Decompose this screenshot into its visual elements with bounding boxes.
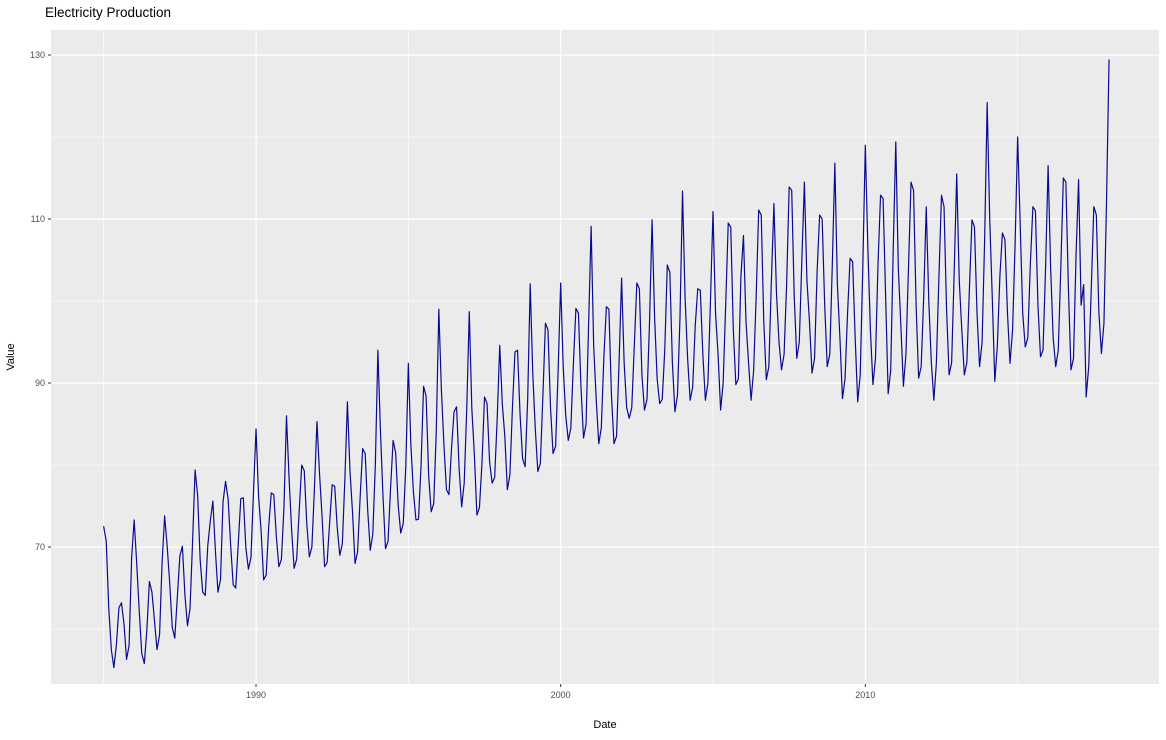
chart-title: Electricity Production — [45, 5, 172, 20]
x-axis-title: Date — [593, 719, 617, 731]
x-tick-label: 1990 — [246, 690, 266, 700]
y-axis-title: Value — [5, 343, 17, 371]
panel-background — [51, 30, 1159, 684]
x-tick-label: 2010 — [855, 690, 875, 700]
y-tick-label: 90 — [35, 378, 45, 388]
x-tick-label: 2000 — [551, 690, 571, 700]
y-tick-label: 110 — [31, 214, 45, 224]
electricity-production-line — [103, 59, 1110, 669]
y-tick-label: 130 — [30, 50, 45, 60]
y-tick-label: 70 — [35, 542, 45, 552]
